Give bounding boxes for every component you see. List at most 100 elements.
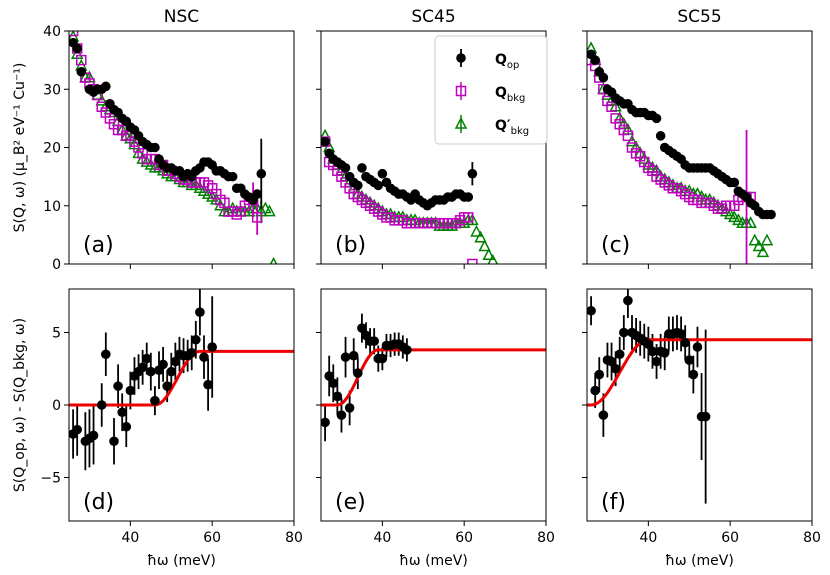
data-point-bkg2 — [263, 204, 276, 217]
y-tick-label: 20 — [43, 141, 61, 157]
legend-marker-op — [456, 53, 466, 63]
data-point-op — [373, 180, 384, 191]
data-point-bkg — [76, 54, 87, 66]
data-point-op — [252, 189, 262, 199]
data-point — [643, 339, 654, 349]
y-axis-label-top: S(Q, ω) (μ_B² eV⁻¹ Cu⁻¹) — [12, 63, 28, 233]
data-point — [109, 436, 119, 447]
data-point — [619, 327, 629, 338]
data-point-bkg2 — [756, 245, 770, 258]
panel-label: (e) — [335, 490, 366, 515]
data-point — [162, 381, 172, 391]
data-point-op — [766, 209, 776, 220]
data-point-bkg — [606, 101, 617, 112]
legend-label-bkg: Qbkg — [495, 85, 525, 104]
data-point — [606, 356, 617, 367]
data-point — [369, 336, 379, 347]
data-point — [340, 352, 351, 362]
data-point — [348, 350, 359, 361]
y-tick-label: 40 — [43, 24, 61, 40]
data-point-op — [590, 55, 600, 65]
data-point — [659, 348, 670, 358]
legend-box — [434, 35, 548, 145]
data-point — [199, 352, 209, 362]
data-point — [353, 368, 363, 378]
data-point — [166, 366, 177, 377]
data-point — [688, 369, 699, 380]
x-tick-label: 40 — [373, 530, 391, 546]
legend-marker-bkg — [455, 85, 467, 97]
data-point-bkg — [463, 212, 474, 223]
data-point-bkg2 — [466, 213, 479, 226]
x-axis-label: ħω (meV) — [147, 553, 216, 569]
data-point-bkg2 — [760, 233, 774, 246]
y-tick-label: 0 — [52, 398, 61, 414]
x-axis-label: ħω (meV) — [399, 553, 468, 569]
data-point — [680, 337, 690, 348]
data-point — [117, 407, 127, 418]
data-point-op — [651, 113, 662, 124]
data-point — [692, 342, 703, 352]
data-point — [324, 371, 334, 381]
data-point-op — [463, 192, 474, 202]
panel-title: SC55 — [677, 7, 721, 27]
data-point-op — [598, 72, 609, 83]
x-tick-label: 60 — [203, 530, 221, 546]
data-point — [684, 355, 695, 365]
data-point-op — [353, 180, 363, 191]
data-point — [357, 323, 367, 333]
data-point-bkg2 — [474, 230, 487, 243]
data-point-op — [76, 66, 87, 77]
data-point — [191, 334, 201, 345]
data-point — [647, 346, 658, 357]
panel-label: (f) — [601, 490, 626, 515]
data-point — [587, 305, 596, 316]
data-point-bkg2 — [470, 224, 483, 237]
legend-marker-bkg2 — [454, 116, 468, 129]
data-point-op — [321, 136, 330, 147]
data-point — [88, 430, 99, 441]
data-point — [598, 410, 609, 420]
data-point — [72, 424, 82, 435]
y-tick-label: 30 — [43, 82, 61, 98]
panel-label: (a) — [83, 233, 114, 258]
data-point — [377, 353, 388, 364]
bottom-panel-1-frame — [320, 288, 547, 522]
data-point — [700, 411, 711, 422]
x-tick-label: 80 — [285, 530, 303, 546]
data-point-op — [101, 81, 111, 92]
data-point — [141, 353, 152, 364]
bottom-panel-1-data — [321, 313, 546, 442]
data-point — [676, 329, 686, 339]
data-point — [101, 349, 111, 360]
data-point — [158, 359, 168, 370]
data-point — [328, 378, 339, 389]
data-point-bkg — [622, 130, 634, 142]
data-point-bkg — [69, 31, 79, 37]
x-tick-label: 60 — [721, 530, 739, 546]
data-point — [623, 295, 633, 306]
data-point — [336, 410, 347, 420]
data-point-op — [377, 168, 388, 179]
data-point-bkg2 — [478, 239, 491, 252]
panel-label: (b) — [335, 233, 366, 258]
data-point — [146, 366, 156, 377]
data-point — [121, 421, 132, 432]
data-point — [332, 391, 343, 402]
y-tick-label: 5 — [52, 326, 61, 342]
data-point-bkg — [467, 258, 478, 264]
y-tick-label: 10 — [43, 199, 61, 215]
data-point-op — [357, 163, 367, 173]
top-panel-0-data — [69, 31, 278, 264]
panel-title: SC45 — [411, 7, 455, 27]
data-point-bkg2 — [445, 219, 459, 231]
data-point — [150, 395, 160, 406]
x-tick-label: 40 — [121, 530, 139, 546]
data-point-op — [227, 171, 238, 182]
data-point-bkg2 — [752, 239, 766, 252]
x-axis-label: ħω (meV) — [665, 553, 734, 569]
data-point-op — [256, 168, 267, 179]
data-point-op — [340, 163, 351, 173]
data-point — [207, 342, 217, 352]
